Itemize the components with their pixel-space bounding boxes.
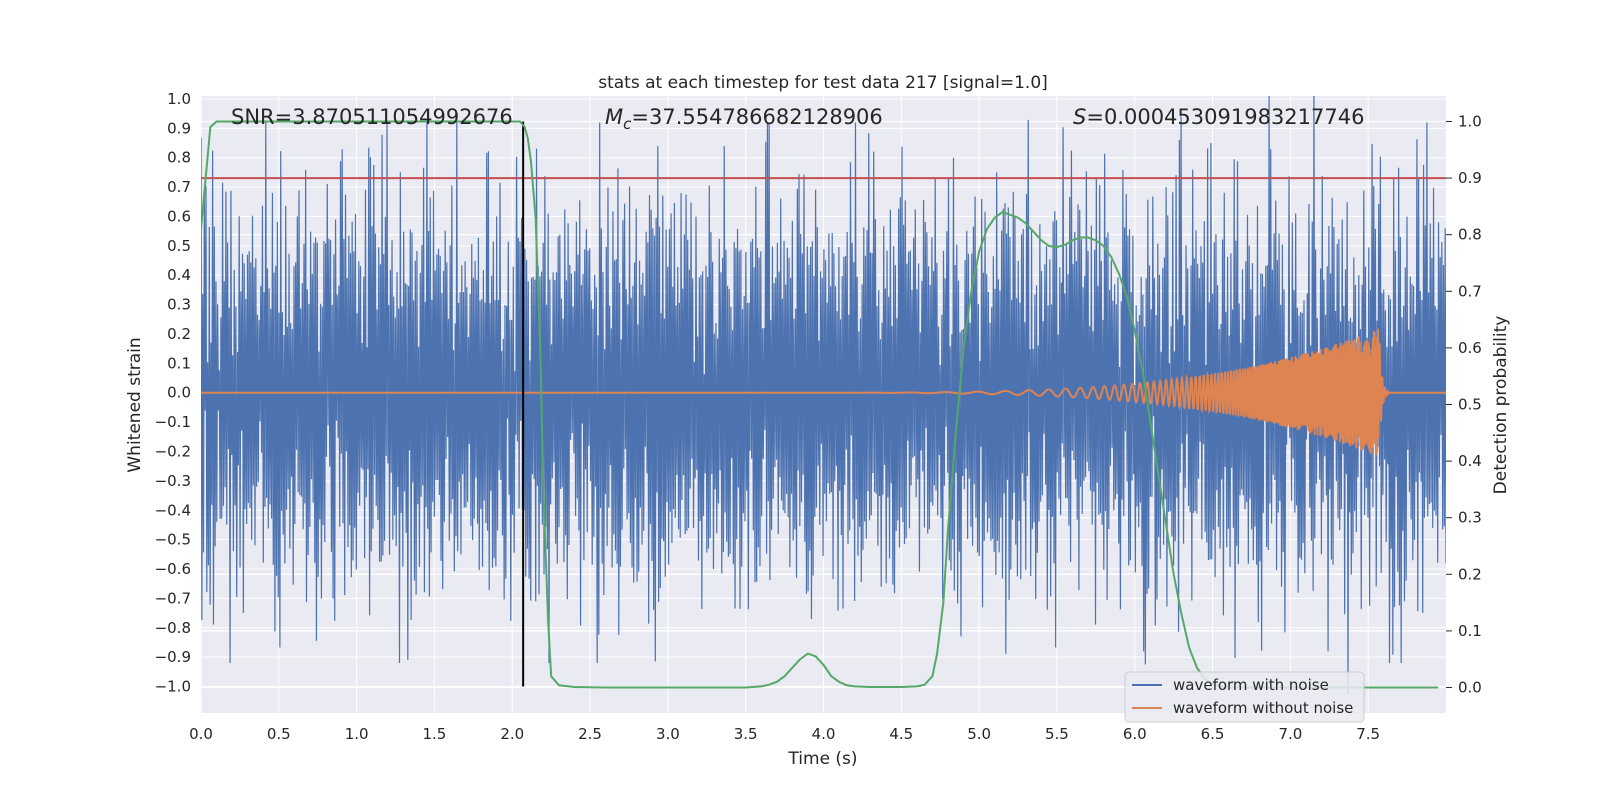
right-tick-label: 0.6 — [1458, 339, 1482, 357]
right-tick-label: 0.4 — [1458, 452, 1482, 470]
legend-label-clean: waveform without noise — [1173, 699, 1353, 717]
left-tick-label: 0.6 — [167, 207, 191, 225]
legend-box — [1124, 671, 1365, 723]
left-tick-label: 1.0 — [167, 90, 191, 108]
x-tick-label: 7.0 — [1278, 725, 1302, 743]
right-tick-label: 0.2 — [1458, 565, 1482, 583]
x-tick-label: 2.0 — [500, 725, 524, 743]
left-tick-label: −0.9 — [155, 648, 191, 666]
right-tick-label: 0.3 — [1458, 509, 1482, 527]
left-tick-label: −1.0 — [155, 678, 191, 696]
chirp-mass-annotation: Mc=37.554786682128906 — [605, 105, 883, 133]
x-tick-label: 4.5 — [889, 725, 913, 743]
legend: waveform with noise waveform without noi… — [1124, 671, 1365, 723]
right-tick-label: 0.5 — [1458, 396, 1482, 414]
x-tick-label: 0.0 — [189, 725, 213, 743]
x-tick-label: 3.0 — [656, 725, 680, 743]
left-tick-label: −0.7 — [155, 589, 191, 607]
x-tick-label: 1.5 — [423, 725, 447, 743]
x-ticks: 0.0 0.5 1.0 1.5 2.0 2.5 3.0 3.5 4.0 4.5 5.0 5.5 6.0 6… — [189, 725, 1380, 743]
x-tick-label: 7.5 — [1356, 725, 1380, 743]
x-axis-label: Time (s) — [787, 749, 857, 769]
left-ticks: 1.0 0.9 0.8 0.7 0.6 0.5 0.4 0.3 0.2 0.1 0.0 −0.1 −0.… — [155, 90, 191, 696]
x-tick-label: 0.5 — [267, 725, 291, 743]
s-value: =0.000453091983217746 — [1086, 105, 1364, 129]
x-tick-label: 3.5 — [734, 725, 758, 743]
left-tick-label: 0.8 — [167, 149, 191, 167]
s-annotation: S=0.000453091983217746 — [1073, 105, 1364, 129]
left-tick-label: 0.2 — [167, 325, 191, 343]
right-tick-label: 0.9 — [1458, 169, 1482, 187]
right-tick-label: 0.7 — [1458, 282, 1482, 300]
right-tick-label: 1.0 — [1458, 112, 1482, 130]
left-tick-label: 0.3 — [167, 296, 191, 314]
x-tick-label: 5.5 — [1045, 725, 1069, 743]
x-tick-label: 4.0 — [812, 725, 836, 743]
chart-title: stats at each timestep for test data 217… — [598, 73, 1048, 93]
x-tick-label: 6.5 — [1201, 725, 1225, 743]
y-axis-label-left: Whitened strain — [125, 337, 145, 472]
left-tick-label: −0.8 — [155, 619, 191, 637]
left-tick-label: 0.5 — [167, 237, 191, 255]
right-tick-label: 0.1 — [1458, 622, 1482, 640]
left-tick-label: −0.6 — [155, 560, 191, 578]
chirp-mass-value: =37.554786682128906 — [631, 105, 882, 129]
x-tick-label: 1.0 — [345, 725, 369, 743]
waveform-without-noise-line — [201, 328, 1446, 456]
x-tick-label: 6.0 — [1123, 725, 1147, 743]
snr-annotation: SNR=3.870511054992676 — [231, 105, 513, 129]
right-tick-label: 0.8 — [1458, 226, 1482, 244]
y-axis-label-right: Detection probability — [1491, 316, 1511, 495]
left-tick-label: −0.1 — [155, 413, 191, 431]
chirp-mass-symbol: M — [605, 105, 623, 129]
detection-probability-line — [201, 120, 1439, 689]
left-tick-label: 0.1 — [167, 354, 191, 372]
left-tick-label: 0.9 — [167, 119, 191, 137]
left-tick-label: 0.0 — [167, 384, 191, 402]
left-tick-label: 0.7 — [167, 178, 191, 196]
series-layer — [201, 96, 1446, 695]
x-tick-label: 5.0 — [967, 725, 991, 743]
left-tick-label: −0.4 — [155, 501, 191, 519]
waveform-with-noise-line — [201, 96, 1446, 695]
left-tick-label: −0.2 — [155, 443, 191, 461]
x-tick-label: 2.5 — [578, 725, 602, 743]
chirp-mass-subscript: c — [623, 115, 632, 133]
left-tick-label: −0.3 — [155, 472, 191, 490]
s-symbol: S — [1073, 105, 1086, 129]
legend-label-noise: waveform with noise — [1173, 676, 1329, 694]
left-tick-label: 0.4 — [167, 266, 191, 284]
left-tick-label: −0.5 — [155, 531, 191, 549]
right-tick-label: 0.0 — [1458, 679, 1482, 697]
right-ticks: 1.0 0.9 0.8 0.7 0.6 0.5 0.4 0.3 0.2 0.1 0.0 — [1446, 112, 1482, 697]
